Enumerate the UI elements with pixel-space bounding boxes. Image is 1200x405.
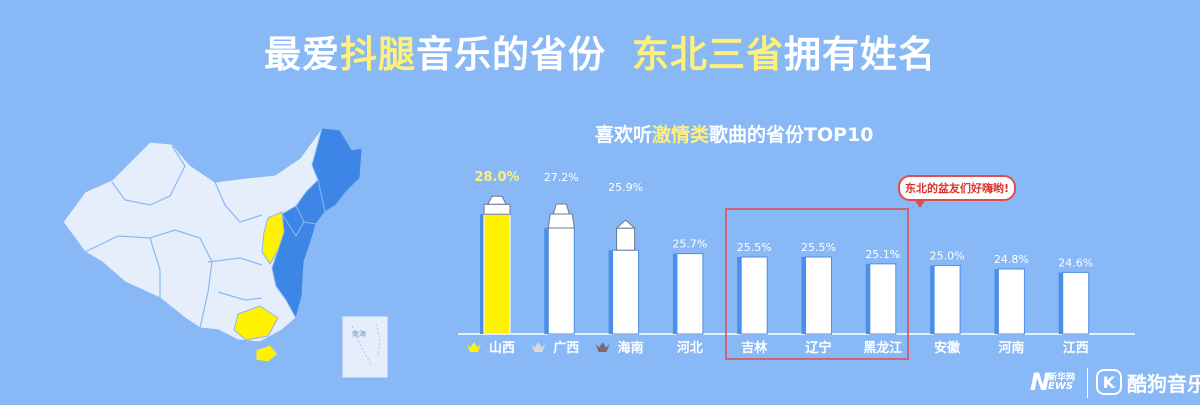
tick-label: 吉林 <box>741 340 767 356</box>
bar <box>676 253 704 335</box>
data-label: 27.2% <box>544 171 579 184</box>
chart-title-post: 歌曲的省份TOP10 <box>709 124 874 146</box>
headline-part2: 音乐的省份 <box>416 33 606 76</box>
tick-label: 河北 <box>677 340 703 356</box>
bar <box>483 213 511 335</box>
bar <box>547 227 575 335</box>
bar <box>805 256 832 335</box>
south-sea-label: 南海 <box>352 329 366 338</box>
china-map: 南海 <box>62 127 389 379</box>
data-label: 25.5% <box>737 241 772 254</box>
bar <box>869 263 897 335</box>
gold-crown-icon <box>467 342 481 352</box>
bar-edge <box>930 265 935 334</box>
news-logo-mark: N <box>1030 368 1051 396</box>
northeast-highlight-box <box>725 208 909 360</box>
bar-edge <box>865 263 870 334</box>
tick-label: 辽宁 <box>805 340 831 356</box>
data-label: 25.1% <box>865 248 900 261</box>
data-label: 25.5% <box>801 241 836 254</box>
xinhua-news-logo: N 新华网 EWS <box>1030 368 1084 396</box>
headline: 最爱抖腿音乐的省份 东北三省拥有姓名 <box>0 24 1200 78</box>
landmark-part <box>616 227 636 251</box>
tick-label: 河南 <box>998 340 1024 356</box>
shanxi-landmark-icon <box>483 195 511 215</box>
tick-label: 黑龙江 <box>863 340 902 356</box>
headline-highlight-2: 东北三省 <box>632 33 784 76</box>
chart-title-pre: 喜欢听 <box>595 124 653 146</box>
silver-crown-icon <box>531 342 546 352</box>
headline-part3: 拥有姓名 <box>784 33 936 76</box>
hainan-landmark-icon <box>615 219 636 251</box>
chart-title-highlight: 激情类 <box>652 124 710 146</box>
south-sea-inset: 南海 <box>341 315 389 379</box>
northeast-callout: 东北的盆友们好嗨哟! <box>898 175 1016 208</box>
bar <box>1062 271 1090 335</box>
tick-label: 江西 <box>1063 340 1089 356</box>
bar-edge <box>801 257 806 334</box>
bar <box>612 249 640 335</box>
tick-label: 山西 <box>489 340 515 356</box>
bar-edge <box>480 214 484 334</box>
bar-edge <box>1058 272 1063 334</box>
headline-part1: 最爱 <box>264 33 340 76</box>
tick-label: 广西 <box>553 340 579 356</box>
data-label: 25.0% <box>930 250 965 263</box>
landmark-part <box>552 203 570 215</box>
data-label: 24.8% <box>994 253 1029 266</box>
guangxi-landmark-icon <box>547 203 575 229</box>
bar <box>933 265 961 335</box>
news-logo-en: EWS <box>1048 381 1074 392</box>
landmark-part <box>615 219 636 229</box>
data-label: 28.0% <box>474 170 519 185</box>
map-northeast-highlight <box>271 127 363 320</box>
bar-edge <box>608 250 613 334</box>
bar-edge <box>672 253 677 334</box>
tick-label: 海南 <box>618 340 644 356</box>
bar <box>997 268 1025 335</box>
kugou-brand-name: 酷狗音乐 <box>1127 372 1200 396</box>
bar <box>740 256 768 335</box>
bar-edge <box>994 269 999 334</box>
landmark-part <box>483 203 511 215</box>
data-label: 24.6% <box>1058 256 1093 269</box>
data-label: 25.7% <box>672 238 707 251</box>
map-yellow-highlight <box>233 211 285 363</box>
bronze-crown-icon <box>595 342 610 352</box>
landmark-part <box>547 213 575 229</box>
kugou-icon: K <box>1096 369 1122 395</box>
headline-highlight-1: 抖腿 <box>340 33 416 76</box>
landmark-part <box>487 195 507 205</box>
bar-edge <box>544 227 549 334</box>
logo-divider <box>1087 368 1088 398</box>
data-label: 25.9% <box>608 181 643 194</box>
tick-label: 安徽 <box>934 340 961 356</box>
chart-bars: 28.0% 山西 27.2% 广西 25.9% 海南 25.7% 河北 25.5% 吉林 25.5%… <box>467 170 1093 356</box>
news-logo-cn: 新华网 <box>1048 373 1076 383</box>
chart-title: 喜欢听激情类歌曲的省份TOP10 <box>595 120 874 147</box>
bar-edge <box>737 257 742 334</box>
